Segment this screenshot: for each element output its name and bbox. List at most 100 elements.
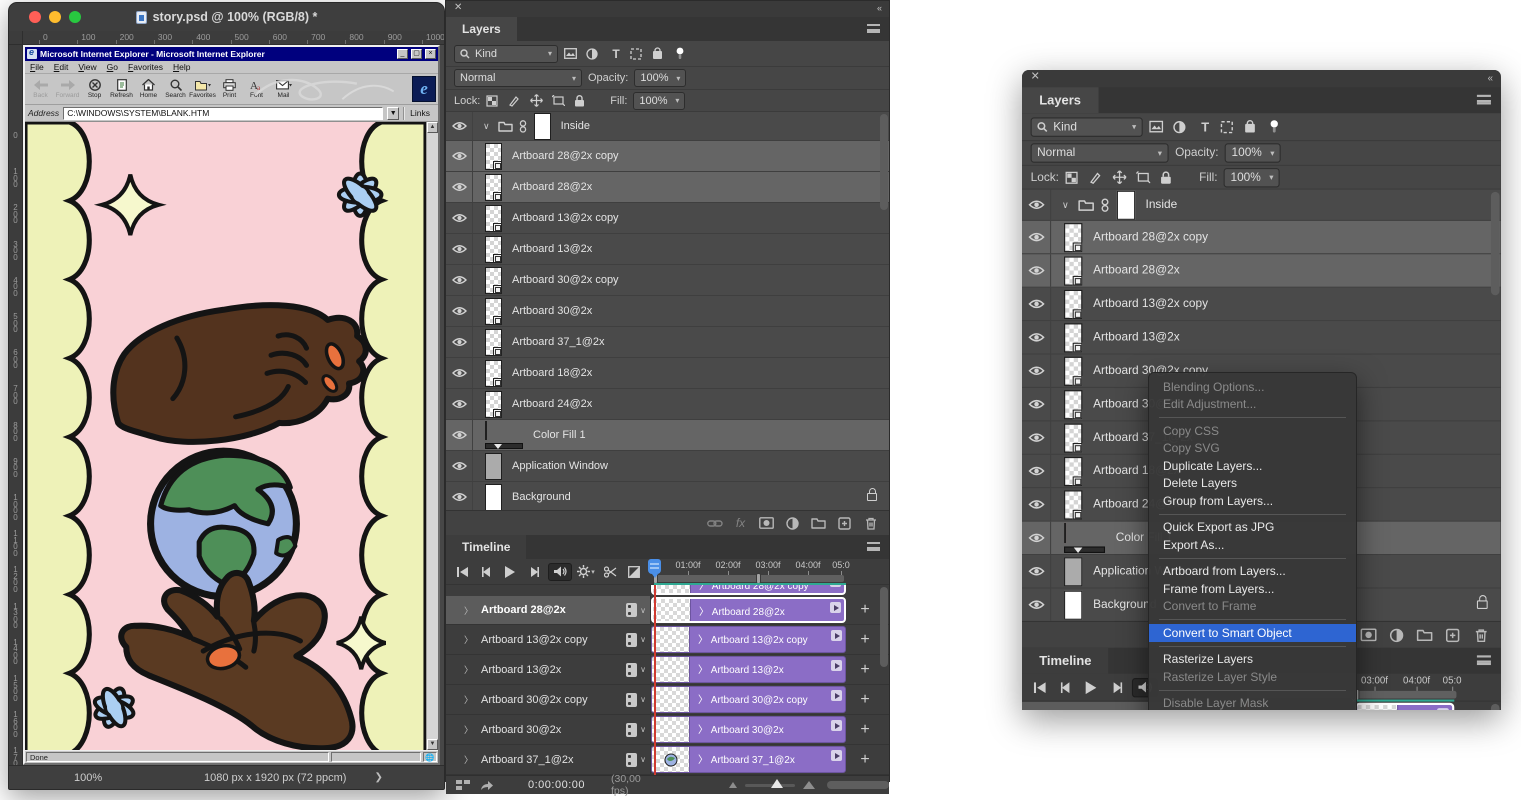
lock-position-icon[interactable] <box>1112 170 1130 185</box>
track-header[interactable]: 〉 Artboard 28@2x ∨ <box>446 596 651 624</box>
filter-kind-dropdown[interactable]: Kind ▾ <box>1030 116 1143 137</box>
close-panel-icon[interactable]: ✕ <box>454 2 463 13</box>
timeline-zoom-slider[interactable] <box>744 778 796 788</box>
ie-menu-go[interactable]: Go <box>106 62 119 72</box>
scroll-down-icon[interactable]: ▼ <box>427 739 438 750</box>
track-expand-chevron-icon[interactable]: 〉 <box>464 695 474 705</box>
layer-group-row[interactable]: ∨ Inside <box>1022 189 1501 221</box>
lock-transparency-icon[interactable] <box>486 94 502 107</box>
status-chevron-icon[interactable]: ❯ <box>374 772 383 783</box>
lock-position-icon[interactable] <box>530 94 546 107</box>
ie-menu-edit[interactable]: Edit <box>53 62 69 72</box>
layer-row[interactable]: Artboard 28@2x copy <box>446 141 889 172</box>
lock-artboard-icon[interactable] <box>1136 171 1154 184</box>
ie-menu-favorites[interactable]: Favorites <box>128 62 163 72</box>
delete-layer-icon[interactable] <box>862 516 879 531</box>
track-header[interactable]: 〉 Artboard 37_1@2x ∨ <box>446 745 651 774</box>
ie-menu-file[interactable]: File <box>30 62 44 72</box>
playhead-marker[interactable] <box>648 559 661 578</box>
add-media-button[interactable]: + <box>1456 702 1490 710</box>
tab-timeline[interactable]: Timeline <box>446 535 527 559</box>
canvas[interactable]: Microsoft Internet Explorer - Microsoft … <box>23 45 444 765</box>
timeline-menu-icon[interactable] <box>867 542 880 551</box>
timeline-clip[interactable]: 〉 Artboard 28@2x <box>1355 702 1455 710</box>
new-group-icon[interactable] <box>1415 627 1433 643</box>
timeline-clip[interactable]: 〉 Artboard 30@2x <box>651 716 846 743</box>
layer-row[interactable]: Artboard 13@2x <box>446 234 889 265</box>
layers-scrollbar-thumb[interactable] <box>880 114 888 210</box>
layer-row[interactable]: Artboard 28@2x copy <box>1022 220 1501 255</box>
layer-visibility-eye-icon[interactable] <box>446 327 473 357</box>
layer-visibility-eye-icon[interactable] <box>446 451 473 481</box>
layer-row[interactable]: Artboard 28@2x <box>1022 254 1501 288</box>
layer-visibility-eye-icon[interactable] <box>1022 254 1052 287</box>
filter-adjustment-icon[interactable] <box>586 47 602 60</box>
split-at-playhead-icon[interactable] <box>600 563 620 581</box>
panel-menu-icon[interactable] <box>1476 94 1491 105</box>
timeline-menu-icon[interactable] <box>1476 655 1491 666</box>
clip-properties-icon[interactable] <box>831 690 842 701</box>
filter-artboard-icon[interactable] <box>1268 120 1285 134</box>
add-media-button[interactable]: + <box>860 720 870 738</box>
zoom-in-icon[interactable] <box>803 781 816 789</box>
layer-visibility-eye-icon[interactable] <box>1022 189 1052 220</box>
layer-visibility-eye-icon[interactable] <box>446 112 473 140</box>
layer-visibility-eye-icon[interactable] <box>1022 555 1052 588</box>
layer-row[interactable]: Artboard 13@2x copy <box>446 203 889 234</box>
add-mask-icon[interactable] <box>1359 627 1377 643</box>
menu-item[interactable]: Delete Layers <box>1163 476 1238 491</box>
filter-pixel-layer-icon[interactable] <box>1149 120 1166 133</box>
collapse-panel-icon[interactable]: « <box>1487 72 1493 83</box>
layer-row[interactable]: Artboard 37_1@2x <box>446 327 889 358</box>
add-media-button[interactable]: + <box>860 690 870 708</box>
zoom-traffic-light[interactable] <box>69 11 81 23</box>
timeline-track-row[interactable]: 〉 Artboard 30@2x ∨ 〉 Artboard 30@2x + <box>446 715 889 745</box>
track-expand-chevron-icon[interactable]: 〉 <box>464 725 474 735</box>
layer-visibility-eye-icon[interactable] <box>1022 421 1052 454</box>
add-media-button[interactable]: + <box>860 750 870 768</box>
new-layer-icon[interactable] <box>836 516 853 531</box>
timeline-scrollbar-thumb[interactable] <box>1490 703 1500 710</box>
ie-tool-search[interactable]: Search <box>162 75 189 104</box>
first-frame-icon[interactable] <box>1028 677 1050 696</box>
fill-value[interactable]: 100% ▾ <box>1224 167 1281 187</box>
work-area-bar[interactable] <box>653 573 844 584</box>
track-header[interactable]: 〉 Artboard 13@2x ∨ <box>446 655 651 684</box>
tab-layers[interactable]: Layers <box>446 17 517 41</box>
next-frame-icon[interactable] <box>1106 677 1128 696</box>
delete-layer-icon[interactable] <box>1472 627 1490 643</box>
link-layers-icon[interactable] <box>706 516 723 531</box>
layer-row[interactable]: Artboard 18@2x <box>446 358 889 389</box>
lock-pixels-icon[interactable] <box>1089 171 1106 184</box>
ie-tool-favorites[interactable]: Favorites <box>189 75 216 104</box>
timeline-track-row[interactable]: 〉 Artboard 37_1@2x ∨ 〉 Artboard 37_1@2x + <box>446 745 889 775</box>
group-expand-chevron-icon[interactable]: ∨ <box>1061 198 1069 210</box>
layer-row[interactable]: Application Window <box>446 451 889 482</box>
document-titlebar[interactable]: story.psd @ 100% (RGB/8) * <box>9 3 444 31</box>
timeline-clip[interactable]: 〉 Artboard 13@2x <box>651 656 846 683</box>
lock-transparency-icon[interactable] <box>1065 171 1082 184</box>
menu-item[interactable]: Frame from Layers... <box>1163 581 1275 596</box>
filter-smart-object-icon[interactable] <box>1244 119 1261 134</box>
ie-tool-home[interactable]: Home <box>135 75 162 104</box>
track-clip-zone[interactable]: 〉 Artboard 30@2x <box>651 715 849 744</box>
lock-all-icon[interactable] <box>574 94 590 107</box>
layer-visibility-eye-icon[interactable] <box>446 389 473 419</box>
previous-frame-icon[interactable] <box>1054 677 1076 696</box>
close-panel-icon[interactable]: ✕ <box>1030 71 1040 83</box>
timeline-clip[interactable]: 〉 Artboard 30@2x copy <box>651 686 846 713</box>
new-group-icon[interactable] <box>810 516 827 531</box>
close-traffic-light[interactable] <box>29 11 41 23</box>
clip-properties-icon[interactable] <box>1437 708 1449 710</box>
layer-visibility-eye-icon[interactable] <box>446 420 473 450</box>
track-header[interactable]: 〉 Artboard 30@2x ∨ <box>446 715 651 744</box>
clip-properties-icon[interactable] <box>831 750 842 761</box>
layer-visibility-eye-icon[interactable] <box>446 172 473 202</box>
layer-visibility-eye-icon[interactable] <box>446 234 473 264</box>
zoom-level[interactable]: 100% <box>74 771 103 784</box>
layer-row[interactable]: Artboard 30@2x copy <box>1022 354 1501 389</box>
timeline-settings-gear-icon[interactable]: ▾ <box>576 563 596 581</box>
add-media-button[interactable]: + <box>860 630 870 648</box>
filter-type-icon[interactable]: T <box>1201 119 1210 135</box>
opacity-value[interactable]: 100% ▾ <box>634 69 687 87</box>
